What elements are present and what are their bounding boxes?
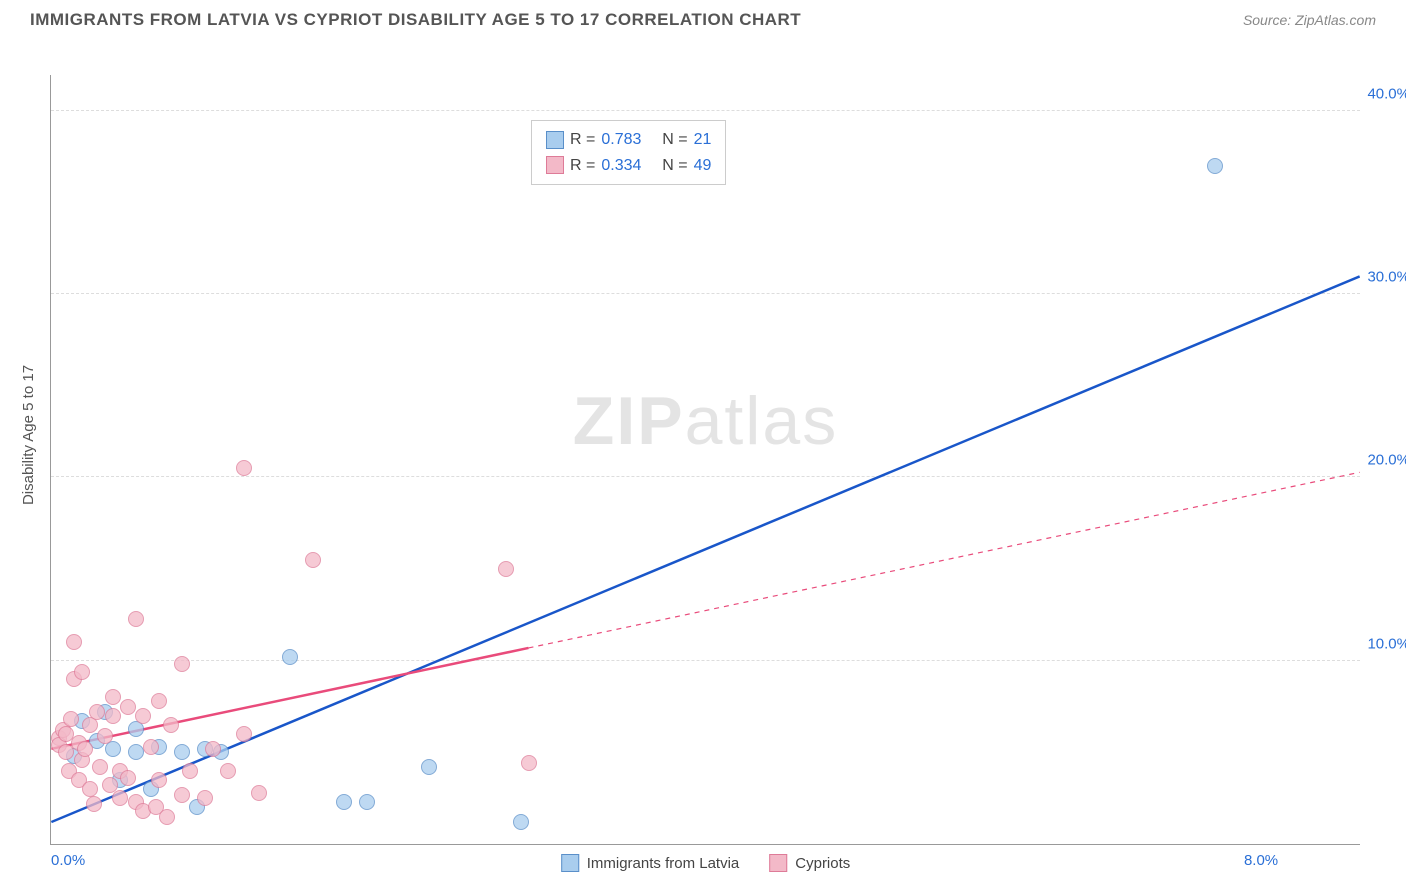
point-latvia [1207,158,1223,174]
gridline [51,660,1360,661]
watermark: ZIPatlas [573,382,838,460]
point-cypriots [174,656,190,672]
point-cypriots [105,689,121,705]
y-tick-label: 40.0% [1367,85,1406,102]
point-cypriots [236,726,252,742]
gridline [51,293,1360,294]
chart-title: IMMIGRANTS FROM LATVIA VS CYPRIOT DISABI… [30,10,801,30]
point-latvia [174,744,190,760]
gridline [51,476,1360,477]
point-cypriots [521,755,537,771]
point-cypriots [105,708,121,724]
point-latvia [513,814,529,830]
y-tick-label: 20.0% [1367,452,1406,469]
point-cypriots [163,717,179,733]
point-cypriots [151,693,167,709]
legend-correlation: R = 0.783 N = 21 R = 0.334 N = 49 [531,120,726,185]
source-attribution: Source: ZipAtlas.com [1243,12,1376,28]
point-cypriots [182,763,198,779]
y-tick-label: 10.0% [1367,635,1406,652]
point-cypriots [92,759,108,775]
point-cypriots [151,772,167,788]
point-cypriots [63,711,79,727]
legend-item-cypriots: Cypriots [769,854,850,872]
x-tick-label: 8.0% [1244,852,1278,869]
point-cypriots [143,739,159,755]
point-cypriots [86,796,102,812]
legend-row-latvia: R = 0.783 N = 21 [546,127,711,153]
point-cypriots [66,634,82,650]
point-cypriots [251,785,267,801]
point-cypriots [135,708,151,724]
legend-row-cypriots: R = 0.334 N = 49 [546,153,711,179]
x-tick-label: 0.0% [51,852,85,869]
swatch-latvia-icon [561,854,579,872]
legend-series: Immigrants from Latvia Cypriots [561,854,851,872]
y-axis-title: Disability Age 5 to 17 [20,365,37,505]
plot-area: ZIPatlas 10.0%20.0%30.0%40.0% R = 0.783 … [50,75,1360,845]
point-cypriots [174,787,190,803]
point-latvia [128,744,144,760]
point-cypriots [120,770,136,786]
point-latvia [421,759,437,775]
point-latvia [336,794,352,810]
point-cypriots [89,704,105,720]
point-cypriots [82,781,98,797]
point-cypriots [77,741,93,757]
swatch-cypriots-icon [769,854,787,872]
point-cypriots [197,790,213,806]
y-tick-label: 30.0% [1367,269,1406,286]
point-cypriots [120,699,136,715]
point-cypriots [205,741,221,757]
point-cypriots [498,561,514,577]
point-cypriots [112,790,128,806]
point-latvia [282,649,298,665]
swatch-latvia [546,131,564,149]
chart-container: Disability Age 5 to 17 ZIPatlas 10.0%20.… [0,35,1406,875]
point-cypriots [305,552,321,568]
swatch-cypriots [546,156,564,174]
point-cypriots [128,611,144,627]
legend-item-latvia: Immigrants from Latvia [561,854,740,872]
point-cypriots [97,728,113,744]
point-cypriots [236,460,252,476]
point-latvia [359,794,375,810]
point-cypriots [159,809,175,825]
gridline [51,110,1360,111]
point-cypriots [74,664,90,680]
point-cypriots [220,763,236,779]
